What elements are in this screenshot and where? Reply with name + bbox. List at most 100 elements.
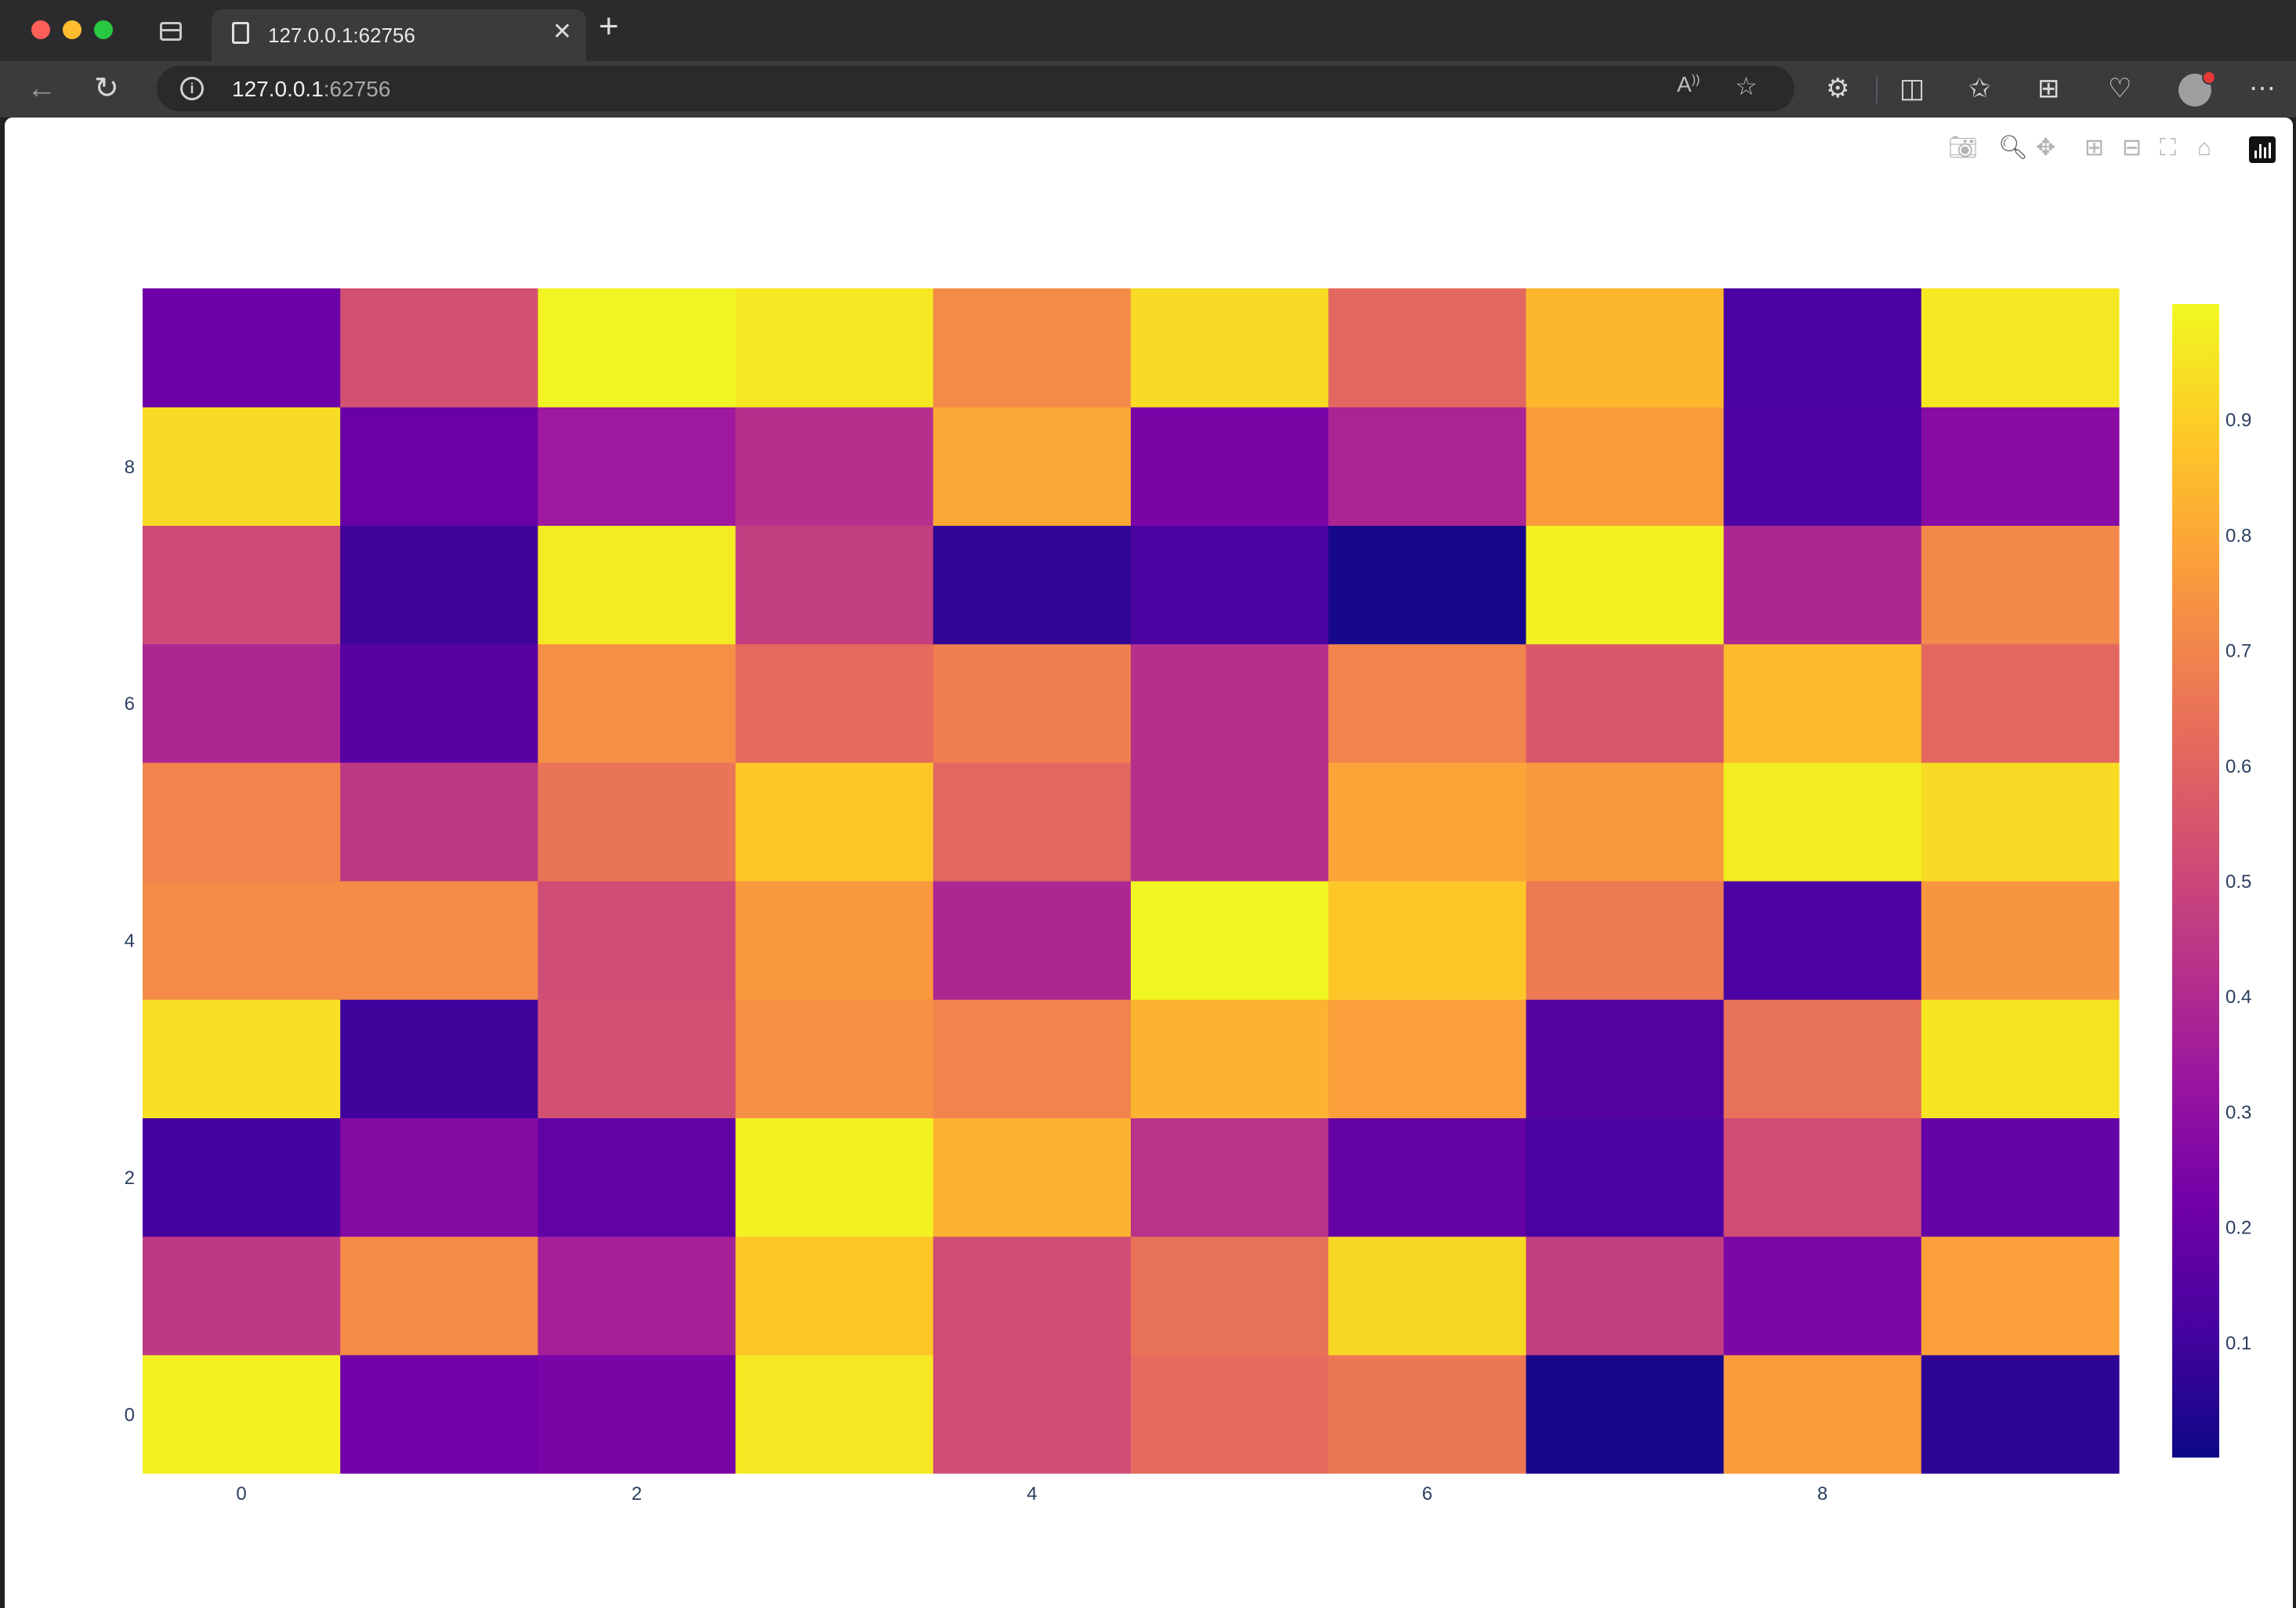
collections-icon[interactable]: ⊞ xyxy=(2037,75,2060,102)
heatmap-cell-8-3[interactable] xyxy=(736,407,934,526)
heatmap-cell-1-2[interactable] xyxy=(538,1237,736,1356)
heatmap-cell-5-9[interactable] xyxy=(1921,762,2120,882)
url-text[interactable]: 127.0.0.1:62756 xyxy=(232,77,390,102)
heatmap-cell-4-7[interactable] xyxy=(1526,881,1724,1000)
read-aloud-icon[interactable]: A)) xyxy=(1677,74,1700,96)
back-icon[interactable]: ← xyxy=(27,74,56,103)
heatmap-cell-4-8[interactable] xyxy=(1724,881,1922,1000)
heatmap-cell-2-9[interactable] xyxy=(1921,1117,2120,1237)
heatmap-cell-8-1[interactable] xyxy=(340,407,538,526)
split-screen-icon[interactable]: ◫ xyxy=(1899,75,1925,102)
heatmap-cell-0-4[interactable] xyxy=(933,1355,1132,1474)
heatmap-cell-2-7[interactable] xyxy=(1526,1117,1724,1237)
heatmap-cell-7-0[interactable] xyxy=(143,525,341,644)
heatmap-cell-1-0[interactable] xyxy=(143,1237,341,1356)
heatmap-cell-4-5[interactable] xyxy=(1131,881,1329,1000)
heatmap-cell-5-1[interactable] xyxy=(340,762,538,882)
heatmap-cell-2-2[interactable] xyxy=(538,1117,736,1237)
heatmap-cell-0-1[interactable] xyxy=(340,1355,538,1474)
heatmap-cell-6-9[interactable] xyxy=(1921,644,2120,763)
heatmap-cell-9-0[interactable] xyxy=(143,288,341,407)
heatmap-cell-8-0[interactable] xyxy=(143,407,341,526)
heatmap-cell-0-8[interactable] xyxy=(1724,1355,1922,1474)
window-zoom-button[interactable] xyxy=(94,20,113,39)
heatmap-cell-3-6[interactable] xyxy=(1328,999,1526,1118)
heatmap-cell-2-3[interactable] xyxy=(736,1117,934,1237)
heatmap-cell-8-5[interactable] xyxy=(1131,407,1329,526)
heatmap-cell-7-6[interactable] xyxy=(1328,525,1526,644)
heatmap-cell-5-4[interactable] xyxy=(933,762,1132,882)
heatmap-cell-2-1[interactable] xyxy=(340,1117,538,1237)
heatmap-cell-3-1[interactable] xyxy=(340,999,538,1118)
heatmap-cell-8-8[interactable] xyxy=(1724,407,1922,526)
heatmap-cell-8-4[interactable] xyxy=(933,407,1132,526)
heatmap-cell-7-1[interactable] xyxy=(340,525,538,644)
heatmap-cell-2-6[interactable] xyxy=(1328,1117,1526,1237)
heatmap-cell-8-6[interactable] xyxy=(1328,407,1526,526)
heatmap-chart[interactable]: 0 2 4 6 8 0 2 4 6 8 0.1 0.2 0.3 0.4 0.5 0.6 0.7 0.8 0.9 xyxy=(5,118,2293,1608)
extensions-icon[interactable]: ⚙ xyxy=(1826,75,1849,102)
heatmap-cell-3-7[interactable] xyxy=(1526,999,1724,1118)
heatmap-cell-6-5[interactable] xyxy=(1131,644,1329,763)
heatmap-cell-1-6[interactable] xyxy=(1328,1237,1526,1356)
heatmap-cell-3-3[interactable] xyxy=(736,999,934,1118)
heatmap-cell-1-4[interactable] xyxy=(933,1237,1132,1356)
heatmap-cell-9-1[interactable] xyxy=(340,288,538,407)
heatmap-cell-0-7[interactable] xyxy=(1526,1355,1724,1474)
heatmap-cell-8-2[interactable] xyxy=(538,407,736,526)
heatmap-cell-4-6[interactable] xyxy=(1328,881,1526,1000)
heatmap-cell-5-2[interactable] xyxy=(538,762,736,882)
heatmap-cell-6-2[interactable] xyxy=(538,644,736,763)
heatmap-cell-1-9[interactable] xyxy=(1921,1237,2120,1356)
heatmap-cell-1-3[interactable] xyxy=(736,1237,934,1356)
heatmap-cell-4-4[interactable] xyxy=(933,881,1132,1000)
window-close-button[interactable] xyxy=(31,20,50,39)
heatmap-cell-9-8[interactable] xyxy=(1724,288,1922,407)
heatmap-cell-4-3[interactable] xyxy=(736,881,934,1000)
heatmap-cell-8-9[interactable] xyxy=(1921,407,2120,526)
heatmap-cell-8-7[interactable] xyxy=(1526,407,1724,526)
browser-essentials-icon[interactable]: ♡ xyxy=(2108,75,2131,102)
heatmap-cell-3-0[interactable] xyxy=(143,999,341,1118)
sidebar-icon[interactable] xyxy=(160,22,182,41)
heatmap-cell-6-1[interactable] xyxy=(340,644,538,763)
plus-icon[interactable]: + xyxy=(599,9,619,44)
heatmap-cell-4-2[interactable] xyxy=(538,881,736,1000)
heatmap-cell-7-9[interactable] xyxy=(1921,525,2120,644)
heatmap-cell-7-3[interactable] xyxy=(736,525,934,644)
heatmap-cell-5-0[interactable] xyxy=(143,762,341,882)
heatmap-cell-9-7[interactable] xyxy=(1526,288,1724,407)
heatmap-cell-7-5[interactable] xyxy=(1131,525,1329,644)
heatmap-cell-4-1[interactable] xyxy=(340,881,538,1000)
heatmap-cell-6-6[interactable] xyxy=(1328,644,1526,763)
heatmap-cell-7-7[interactable] xyxy=(1526,525,1724,644)
heatmap-cell-1-7[interactable] xyxy=(1526,1237,1724,1356)
heatmap-cell-2-0[interactable] xyxy=(143,1117,341,1237)
heatmap-cell-6-0[interactable] xyxy=(143,644,341,763)
heatmap-cell-3-9[interactable] xyxy=(1921,999,2120,1118)
heatmap-cell-9-3[interactable] xyxy=(736,288,934,407)
close-icon[interactable]: ✕ xyxy=(552,20,572,44)
heatmap-cell-6-3[interactable] xyxy=(736,644,934,763)
heatmap-cell-9-5[interactable] xyxy=(1131,288,1329,407)
heatmap-cell-4-0[interactable] xyxy=(143,881,341,1000)
heatmap-cell-0-0[interactable] xyxy=(143,1355,341,1474)
heatmap-cell-5-5[interactable] xyxy=(1131,762,1329,882)
heatmap-cell-1-5[interactable] xyxy=(1131,1237,1329,1356)
heatmap-cell-6-7[interactable] xyxy=(1526,644,1724,763)
favorite-star-icon[interactable]: ☆ xyxy=(1735,74,1758,99)
heatmap-cell-3-8[interactable] xyxy=(1724,999,1922,1118)
heatmap-cell-5-3[interactable] xyxy=(736,762,934,882)
heatmap-cell-7-2[interactable] xyxy=(538,525,736,644)
favorites-icon[interactable]: ✩ xyxy=(1968,75,1991,102)
heatmap-cell-3-5[interactable] xyxy=(1131,999,1329,1118)
heatmap-cell-5-7[interactable] xyxy=(1526,762,1724,882)
heatmap-cell-0-2[interactable] xyxy=(538,1355,736,1474)
reload-icon[interactable]: ↻ xyxy=(94,74,119,103)
heatmap-cell-2-4[interactable] xyxy=(933,1117,1132,1237)
heatmap-cell-6-4[interactable] xyxy=(933,644,1132,763)
heatmap-cell-4-9[interactable] xyxy=(1921,881,2120,1000)
heatmap-cell-6-8[interactable] xyxy=(1724,644,1922,763)
heatmap-cell-7-4[interactable] xyxy=(933,525,1132,644)
heatmap-cell-5-6[interactable] xyxy=(1328,762,1526,882)
